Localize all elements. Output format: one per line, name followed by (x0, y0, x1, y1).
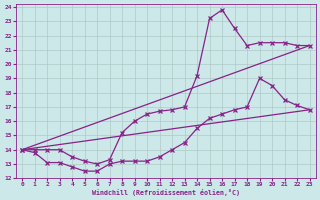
X-axis label: Windchill (Refroidissement éolien,°C): Windchill (Refroidissement éolien,°C) (92, 189, 240, 196)
